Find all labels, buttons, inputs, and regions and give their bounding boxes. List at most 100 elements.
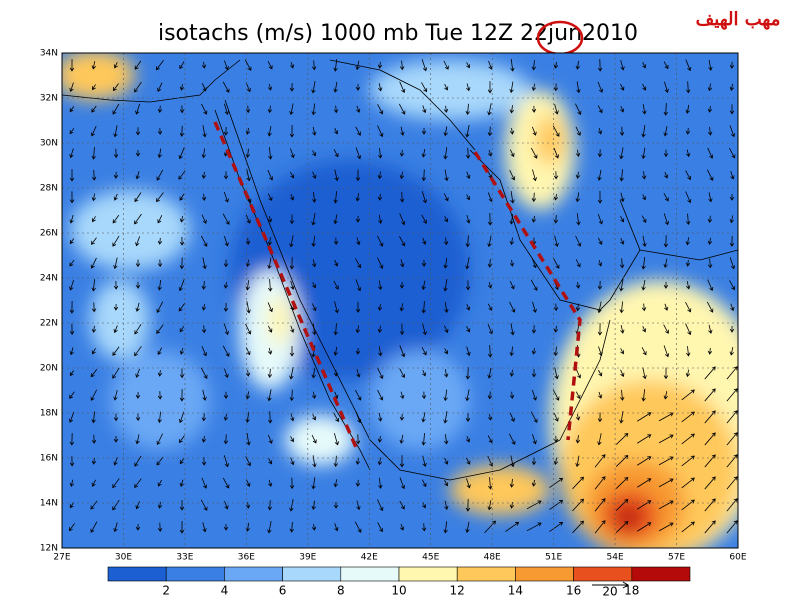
wind-arrow (728, 147, 736, 159)
wind-arrow (399, 236, 406, 247)
wind-arrow (597, 127, 603, 135)
wind-arrow (91, 169, 97, 181)
wind-arrow (202, 257, 207, 270)
wind-arrow (201, 435, 207, 443)
wind-arrow (378, 148, 383, 159)
wind-arrow (355, 193, 360, 202)
wind-arrow (311, 434, 317, 444)
wind-arrow (244, 59, 252, 71)
wind-arrow (642, 235, 647, 247)
wind-arrow (663, 149, 669, 158)
wind-arrow (245, 105, 251, 114)
wind-arrow (487, 303, 493, 311)
wind-arrow (157, 391, 163, 400)
wind-arrow (597, 280, 603, 290)
wind-arrow (509, 105, 515, 114)
wind-arrow (531, 215, 537, 223)
lon-label: 51E (545, 553, 562, 563)
lon-label: 57E (668, 553, 685, 563)
wind-arrow (465, 389, 470, 402)
wind-arrow (531, 192, 537, 203)
wind-arrow (91, 105, 97, 113)
wind-arrow (267, 500, 273, 511)
wind-arrow (91, 237, 97, 245)
wind-arrow (113, 325, 118, 334)
wind-arrow (443, 257, 448, 269)
wind-arrow (465, 257, 470, 270)
wind-arrow (311, 368, 316, 379)
wind-arrow (707, 279, 714, 292)
plot-frame (61, 52, 739, 549)
wind-arrow (444, 480, 449, 487)
wind-arrow (707, 237, 713, 245)
wind-arrow (549, 477, 564, 488)
wind-arrow (704, 498, 716, 512)
wind-arrow (465, 235, 470, 248)
wind-arrow (157, 148, 162, 159)
lon-label: 39E (299, 553, 316, 563)
wind-arrow (267, 169, 274, 181)
wind-arrow (637, 478, 652, 488)
wind-arrow (312, 150, 317, 157)
wind-arrow (222, 477, 230, 489)
lon-label: 30E (115, 553, 132, 563)
wind-arrow (466, 303, 471, 311)
wind-arrow (113, 257, 118, 270)
wind-arrow (312, 323, 317, 336)
wind-arrow (333, 59, 338, 72)
wind-arrow (509, 259, 515, 267)
wind-arrow (620, 389, 625, 401)
wind-arrow (572, 498, 584, 512)
wind-arrow (487, 367, 492, 379)
wind-arrow (597, 237, 603, 245)
wind-arrow (531, 325, 537, 334)
wind-arrow (223, 434, 229, 445)
wind-arrow (549, 499, 564, 510)
wind-arrow (112, 235, 120, 247)
wind-arrow (268, 479, 273, 487)
wind-arrow (707, 83, 713, 92)
wind-arrow (69, 82, 74, 93)
wind-arrow (267, 83, 273, 91)
wind-arrow (311, 81, 316, 94)
wind-arrow (223, 323, 229, 336)
wind-arrow (597, 81, 604, 93)
wind-arrow (658, 478, 674, 488)
wind-arrow (157, 479, 163, 487)
wind-arrow (69, 59, 75, 72)
lon-label: 42E (361, 553, 378, 563)
wind-arrow (487, 103, 492, 116)
wind-arrow (399, 149, 405, 157)
wind-arrow (334, 301, 339, 314)
wind-arrow (245, 411, 250, 423)
wind-arrow (201, 171, 207, 179)
wind-arrow (597, 169, 602, 181)
wind-arrow (333, 237, 339, 245)
wind-arrow (554, 235, 559, 248)
wind-arrow (134, 478, 142, 489)
wind-arrow (69, 433, 75, 446)
wind-arrow (620, 237, 625, 245)
wind-arrow (729, 346, 734, 356)
wind-arrow (530, 411, 538, 423)
wind-arrow (245, 456, 252, 467)
wind-arrow (157, 237, 163, 245)
wind-arrow (289, 367, 294, 380)
wind-arrow (466, 171, 471, 179)
wind-arrow (531, 389, 537, 401)
wind-arrow (224, 500, 229, 510)
wind-arrow (707, 147, 714, 159)
wind-arrow (444, 369, 449, 378)
wind-arrow (179, 368, 185, 379)
wind-arrow (663, 192, 669, 202)
wind-arrow (487, 126, 493, 137)
wind-arrow (245, 214, 251, 224)
wind-arrow (155, 60, 164, 71)
wind-arrow (421, 191, 428, 204)
wind-arrow (289, 521, 295, 533)
wind-arrow (681, 477, 695, 489)
wind-arrow (421, 433, 426, 446)
wind-arrow (421, 59, 428, 72)
wind-arrow (157, 214, 163, 224)
wind-arrow (311, 303, 317, 312)
